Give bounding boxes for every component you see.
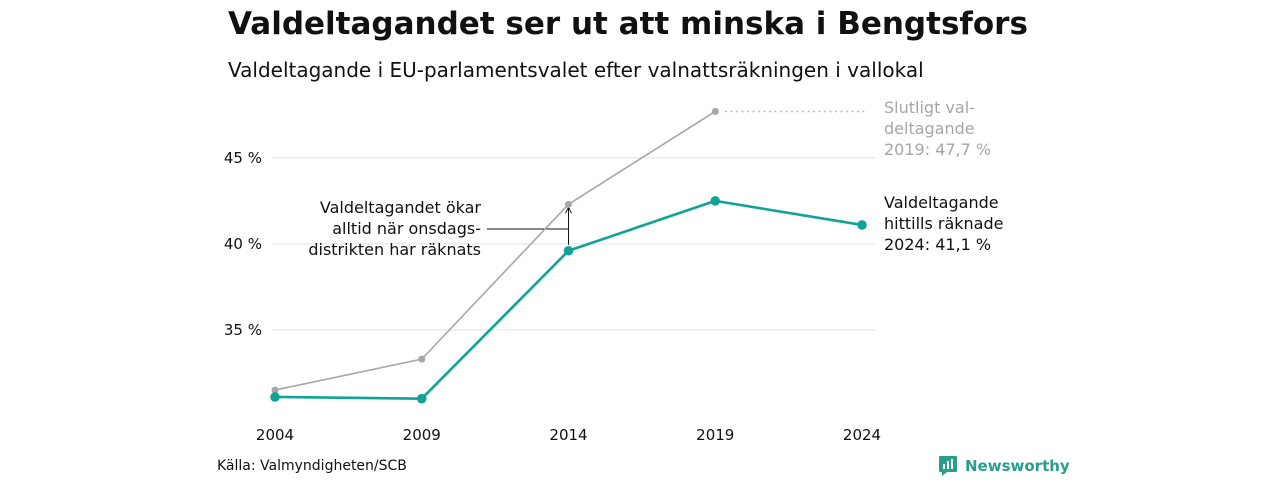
final-turnout-point (711, 107, 719, 115)
final-turnout-point (565, 200, 572, 208)
x-tick-label: 2019 (696, 426, 734, 444)
callout-text: Valdeltagandet ökar (320, 198, 482, 217)
final-turnout-label: 2019: 47,7 % (884, 140, 991, 159)
counted-turnout-point (710, 196, 721, 206)
final-turnout-label: deltagande (884, 119, 975, 138)
counted-turnout-label: 2024: 41,1 % (884, 235, 991, 254)
final-turnout-line (274, 110, 716, 391)
final-turnout-point (418, 355, 426, 363)
chart-subtitle: Valdeltagande i EU-parlamentsvalet efter… (228, 58, 924, 82)
counted-turnout-point (857, 220, 867, 230)
brand-name: Newsworthy (965, 457, 1070, 475)
x-tick-label: 2014 (549, 426, 587, 444)
final-turnout-point (271, 386, 279, 394)
callout-text: alltid när onsdags- (332, 219, 481, 238)
newsworthy-icon (939, 456, 957, 476)
y-tick-label: 35 % (224, 321, 262, 339)
final-turnout-label: Slutligt val- (884, 98, 975, 117)
x-tick-label: 2004 (256, 426, 294, 444)
counted-turnout-label: hittills räknade (884, 214, 1003, 233)
x-tick-label: 2009 (403, 426, 441, 444)
y-tick-label: 45 % (224, 149, 262, 167)
counted-turnout-point (270, 392, 280, 402)
brand-logo: Newsworthy (938, 455, 1070, 477)
counted-turnout-label: Valdeltagande (884, 193, 999, 212)
counted-turnout-point (563, 245, 574, 256)
source-note: Källa: Valmyndigheten/SCB (217, 458, 407, 474)
x-tick-label: 2024 (843, 426, 881, 444)
y-tick-label: 40 % (224, 235, 262, 253)
callout-text: distrikten har räknats (308, 240, 481, 259)
chart-title: Valdeltagandet ser ut att minska i Bengt… (228, 6, 1028, 42)
counted-turnout-point (416, 393, 427, 404)
